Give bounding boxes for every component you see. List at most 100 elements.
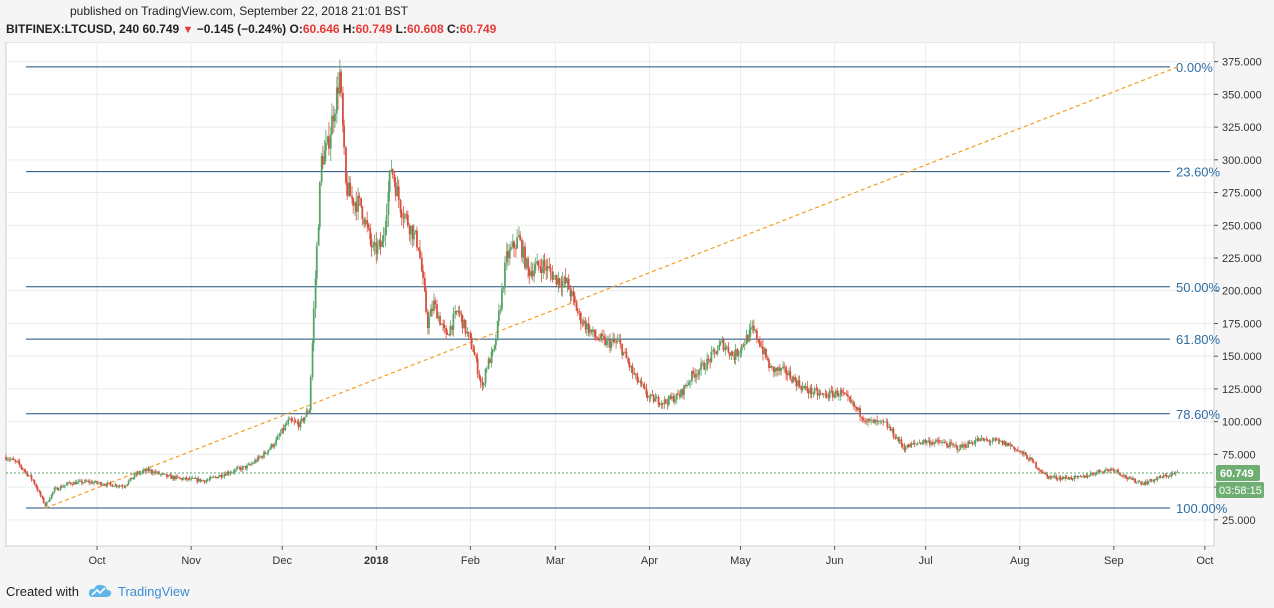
candle-body <box>616 340 619 343</box>
candle-body <box>238 467 241 469</box>
candle-body <box>142 469 145 472</box>
candle-body <box>667 395 670 405</box>
candle-body <box>281 428 284 434</box>
candle-body <box>678 394 681 397</box>
candle-body <box>455 311 458 313</box>
candle-body <box>718 344 721 351</box>
candle-body <box>903 446 906 451</box>
candle-body <box>528 268 531 276</box>
candle-body <box>1137 481 1140 483</box>
candle-body <box>196 478 199 482</box>
candle-body <box>840 390 843 393</box>
candle-body <box>967 441 970 448</box>
candle-body <box>777 367 780 371</box>
candle-body <box>118 485 121 487</box>
x-tick-label: Oct <box>1196 555 1213 567</box>
candle-body <box>916 443 919 445</box>
candle-body <box>1034 462 1036 464</box>
candle-body <box>1161 476 1164 478</box>
candle-body <box>894 436 897 439</box>
candle-body <box>683 385 685 395</box>
candle-body <box>306 411 309 413</box>
candle-body <box>400 212 403 218</box>
candle-body <box>740 344 743 351</box>
candle-body <box>674 399 676 403</box>
symbol-label: BITFINEX:LTCUSD, 240 <box>6 22 140 36</box>
price-chart[interactable]: Oct Nov Dec 2018 Feb Mar Apr May Jun Jul Aug Sep Oct… <box>0 42 1274 578</box>
candle-body <box>609 339 611 349</box>
candle-body <box>637 381 640 383</box>
candle-body <box>414 230 417 232</box>
candle-body <box>695 374 698 378</box>
candle-body <box>542 260 545 274</box>
candle-body <box>331 115 333 135</box>
candle-body <box>59 486 62 490</box>
candle-body <box>479 378 482 383</box>
candle-body <box>482 383 485 386</box>
candle-body <box>1050 476 1053 478</box>
candle-body <box>1044 472 1047 475</box>
candle-body <box>288 418 291 420</box>
candle-body <box>255 460 257 462</box>
candle-body <box>452 314 455 330</box>
plot-area[interactable] <box>5 42 1215 547</box>
candle-body <box>755 330 758 340</box>
candle-body <box>340 71 342 93</box>
candle-body <box>564 277 567 284</box>
candle-body <box>1135 482 1138 484</box>
candle-body <box>1134 478 1136 483</box>
candle-body <box>1146 481 1149 484</box>
candle-body <box>669 395 672 399</box>
candle-body <box>167 475 169 478</box>
candle-body <box>354 202 356 206</box>
tradingview-cloud-icon[interactable] <box>88 582 112 600</box>
candle-body <box>877 420 880 422</box>
candle-body <box>865 421 868 423</box>
candle-body <box>23 469 26 471</box>
candle-body <box>589 329 591 334</box>
candle-body <box>581 323 584 325</box>
candle-body <box>1037 467 1039 470</box>
candle-body <box>686 385 688 387</box>
candle-body <box>367 224 370 228</box>
candle-body <box>575 302 578 311</box>
candle-body <box>768 360 770 368</box>
candle-body <box>1047 476 1050 479</box>
candle-body <box>303 416 306 422</box>
fib-level-label: 23.60% <box>1176 165 1221 180</box>
y-tick-label: 75.000 <box>1222 449 1256 461</box>
candle-body <box>346 182 349 196</box>
candle-body <box>1030 457 1033 460</box>
candle-body <box>443 324 446 329</box>
candle-body <box>370 239 373 248</box>
candle-body <box>898 439 901 442</box>
candle-body <box>264 452 267 454</box>
candle-body <box>1009 444 1012 446</box>
candle-body <box>141 471 144 473</box>
candle-body <box>236 467 239 469</box>
candle-body <box>247 464 250 466</box>
candle-body <box>481 382 484 386</box>
candle-body <box>20 464 23 468</box>
candle-body <box>1111 468 1113 470</box>
tradingview-brand-link[interactable]: TradingView <box>118 584 190 599</box>
candle-body <box>1152 480 1155 482</box>
candle-body <box>1167 475 1170 477</box>
candle-body <box>1120 474 1123 476</box>
candle-body <box>804 386 807 388</box>
candle-body <box>970 442 973 444</box>
candle-body <box>260 456 262 458</box>
candle-body <box>880 420 883 422</box>
candle-body <box>944 442 946 444</box>
candle-body <box>1067 478 1070 480</box>
candle-body <box>102 484 105 486</box>
candle-body <box>9 459 12 461</box>
candle-body <box>771 366 773 367</box>
candle-body <box>913 443 916 444</box>
candle-body <box>351 196 353 199</box>
candle-body <box>599 334 602 340</box>
candle-body <box>900 439 903 445</box>
candle-body <box>360 197 363 207</box>
candle-body <box>640 381 643 385</box>
candle-body <box>886 421 889 428</box>
